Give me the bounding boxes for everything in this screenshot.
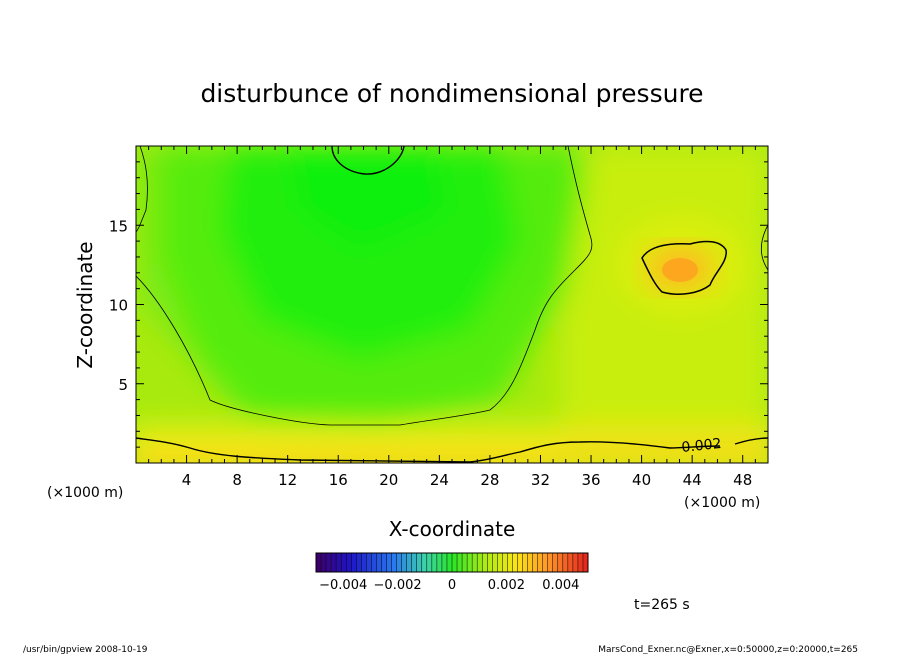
colorbar-cell	[537, 553, 543, 572]
colorbar-tick-label-0: −0.004	[319, 578, 367, 593]
x-tick-label-4: 4	[182, 471, 192, 489]
contour-low-closed	[331, 146, 405, 175]
x-tick-label-36: 36	[581, 471, 600, 489]
colorbar-tick-label-2: 0	[448, 578, 456, 593]
y-tick-label-5: 5	[118, 376, 128, 394]
colorbar-cell	[321, 553, 327, 572]
colorbar-cell	[482, 553, 488, 572]
x-tick-label-16: 16	[329, 471, 348, 489]
colorbar-cell	[411, 553, 417, 572]
colorbar-cell	[522, 553, 528, 572]
colorbar-cell	[512, 553, 518, 572]
colorbar-cell	[497, 553, 503, 572]
x-tick-label-8: 8	[232, 471, 242, 489]
x-tick-label-28: 28	[480, 471, 499, 489]
y-tick-label-15: 15	[109, 217, 128, 235]
x-tick-label-12: 12	[278, 471, 297, 489]
colorbar-cell	[406, 553, 412, 572]
colorbar-cell	[552, 553, 558, 572]
contour-bottom	[136, 437, 721, 463]
colorbar-cell	[477, 553, 483, 572]
colorbar-cell	[441, 553, 447, 572]
footer-right: MarsCond_Exner.nc@Exner,x=0:50000,z=0:20…	[598, 645, 858, 654]
contour-left-edge	[136, 146, 148, 233]
contour-high-closed	[641, 240, 727, 295]
y-tick-label-10: 10	[109, 297, 128, 315]
colorbar-cell	[502, 553, 508, 572]
colorbar: −0.004 −0.002 0 0.002 0.004	[315, 552, 589, 593]
colorbar-cell	[366, 553, 372, 572]
x-tick-label-20: 20	[379, 471, 398, 489]
colorbar-frame	[315, 552, 589, 573]
colorbar-cell	[346, 553, 352, 572]
colorbar-cell	[381, 553, 387, 572]
colorbar-cell	[577, 553, 583, 572]
time-annotation: t=265 s	[634, 597, 690, 613]
colorbar-cell	[572, 553, 578, 572]
colorbar-cell	[326, 553, 332, 572]
x-tick-label-44: 44	[683, 471, 702, 489]
colorbar-cell	[416, 553, 422, 572]
colorbar-cell	[336, 553, 342, 572]
colorbar-cell	[376, 553, 382, 572]
colorbar-cell	[386, 553, 392, 572]
contour-right-edge	[760, 224, 768, 271]
x-tick-label-32: 32	[531, 471, 550, 489]
x-tick-label-40: 40	[632, 471, 651, 489]
colorbar-cell	[371, 553, 377, 572]
colorbar-cell	[487, 553, 493, 572]
colorbar-cell	[431, 553, 437, 572]
colorbar-cell	[396, 553, 402, 572]
colorbar-cell	[517, 553, 523, 572]
y-axis-label: Z-coordinate	[73, 241, 97, 368]
colorbar-cell	[562, 553, 568, 572]
colorbar-cell	[426, 553, 432, 572]
contour-lines	[136, 146, 768, 463]
colorbar-cell	[492, 553, 498, 572]
colorbar-cell	[547, 553, 553, 572]
colorbar-tick-label-3: 0.002	[488, 578, 525, 593]
colorbar-cell	[341, 553, 347, 572]
chart-title: disturbunce of nondimensional pressure	[200, 79, 703, 108]
colorbar-cell	[457, 553, 463, 572]
colorbar-cell	[316, 553, 322, 572]
contour-zero-left	[136, 146, 593, 426]
colorbar-cell	[582, 553, 588, 572]
colorbar-cell	[401, 553, 407, 572]
colorbar-cell	[331, 553, 337, 572]
x-unit-right: (×1000 m)	[684, 495, 760, 511]
colorbar-cell	[356, 553, 362, 572]
x-unit-left: (×1000 m)	[47, 485, 123, 501]
colorbar-cell	[557, 553, 563, 572]
colorbar-cell	[361, 553, 367, 572]
colorbar-cell	[472, 553, 478, 572]
colorbar-cell	[527, 553, 533, 572]
contour-bottom-right	[734, 437, 768, 445]
colorbar-cell	[446, 553, 452, 572]
colorbar-cell	[542, 553, 548, 572]
colorbar-cell	[351, 553, 357, 572]
colorbar-tick-label-1: −0.002	[374, 578, 422, 593]
colorbar-cell	[467, 553, 473, 572]
colorbar-cell	[391, 553, 397, 572]
contour-label: 0.002	[681, 436, 723, 456]
colorbar-cell	[421, 553, 427, 572]
x-tick-label-24: 24	[430, 471, 449, 489]
plot-area: 0.002	[135, 145, 769, 464]
colorbar-cell	[507, 553, 513, 572]
footer-left: /usr/bin/gpview 2008-10-19	[23, 645, 148, 654]
colorbar-tick-label-4: 0.004	[542, 578, 579, 593]
colorbar-cell	[567, 553, 573, 572]
high-spot-core	[662, 258, 698, 282]
x-tick-label-48: 48	[733, 471, 752, 489]
colorbar-cell	[452, 553, 458, 572]
colorbar-cell	[436, 553, 442, 572]
x-axis-label: X-coordinate	[389, 517, 516, 541]
colorbar-cell	[462, 553, 468, 572]
colorbar-cell	[532, 553, 538, 572]
